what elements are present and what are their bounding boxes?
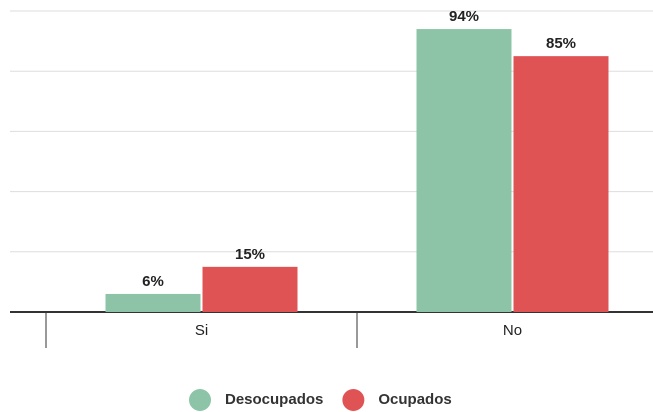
bar — [416, 29, 512, 313]
legend-swatch — [342, 389, 365, 411]
value-label: 94% — [449, 8, 479, 25]
x-tick-label: Si — [195, 322, 208, 339]
value-label: 6% — [142, 273, 164, 290]
bar — [105, 293, 201, 312]
x-tick-label: No — [503, 322, 522, 339]
legend-label: Desocupados — [225, 391, 323, 408]
value-label: 85% — [546, 35, 576, 52]
legend-swatch — [189, 389, 211, 411]
value-label: 15% — [235, 246, 265, 263]
bar — [202, 266, 298, 312]
bar — [513, 56, 609, 313]
legend-label: Ocupados — [378, 391, 451, 408]
